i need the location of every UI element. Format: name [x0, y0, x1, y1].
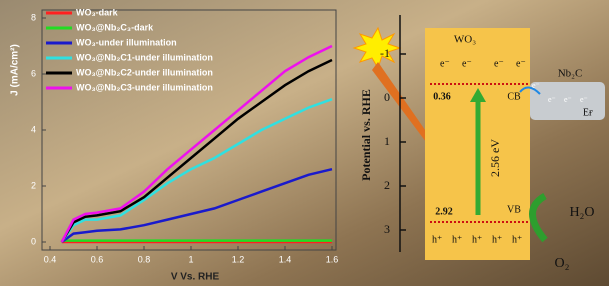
product-label: O₂	[555, 256, 570, 271]
potential-tick-label: 1	[384, 134, 390, 148]
vb-potential: 2.92	[435, 206, 453, 217]
x-tick-label: 1.2	[232, 254, 245, 264]
legend-label: WO₃@Nb₂C1-under illumination	[76, 52, 213, 62]
hole: h⁺	[452, 234, 462, 245]
electron: e⁻	[532, 81, 540, 90]
hole: h⁺	[492, 234, 502, 245]
potential-tick-label: 2	[384, 178, 390, 192]
electron: e⁻	[440, 58, 450, 69]
x-tick-label: 1.6	[326, 254, 339, 264]
electron: e⁻	[548, 95, 556, 104]
potential-tick-label: 3	[384, 222, 390, 236]
x-tick-label: 1.4	[279, 254, 292, 264]
potential-tick-label: -1	[380, 46, 390, 60]
y-tick-label: 0	[31, 236, 36, 246]
potential-tick-label: 0	[384, 90, 390, 104]
legend-label: WO₃@Nb₂C2-under illumination	[76, 67, 213, 77]
y-axis-label: J (mA/cm²)	[10, 44, 21, 96]
legend-label: WO₃-under illumination	[76, 37, 177, 47]
cb-label: CB	[507, 91, 521, 102]
graphical-abstract: J (mA/cm²) V Vs. RHE Potential vs. RHE W…	[0, 0, 609, 286]
hole: h⁺	[432, 234, 442, 245]
x-tick-label: 0.6	[91, 254, 104, 264]
electron: e⁻	[580, 95, 588, 104]
x-axis-label: V Vs. RHE	[171, 272, 220, 283]
wo3-label: WO₃	[454, 34, 476, 46]
potential-axis-title: Potential vs. RHE	[359, 89, 373, 181]
page: J (mA/cm²) V Vs. RHE Potential vs. RHE W…	[0, 0, 609, 291]
y-tick-label: 8	[31, 12, 36, 22]
electron: e⁻	[516, 58, 526, 69]
sun-icon	[354, 28, 400, 68]
legend-label: WO₃-dark	[76, 7, 119, 17]
vb-label: VB	[507, 204, 521, 215]
x-tick-label: 0.4	[44, 254, 57, 264]
electron: e⁻	[462, 58, 472, 69]
legend-label: WO₃@Nb₂C3-under illumination	[76, 82, 213, 92]
electron: e⁻	[494, 58, 504, 69]
legend-label: WO₃@Nb₂C₃-dark	[76, 22, 154, 32]
x-tick-label: 0.8	[138, 254, 151, 264]
y-tick-label: 4	[31, 124, 36, 134]
hole: h⁺	[472, 234, 482, 245]
hole: h⁺	[512, 234, 522, 245]
cb-potential: 0.36	[433, 91, 451, 102]
nb2c-label: Nb₂C	[558, 68, 583, 80]
y-tick-label: 2	[31, 180, 36, 190]
electron: e⁻	[564, 95, 572, 104]
y-tick-label: 6	[31, 68, 36, 78]
fermi-label: Eғ	[583, 107, 593, 118]
x-tick-label: 1	[188, 254, 193, 264]
reactant-label: H₂O	[569, 205, 594, 220]
band-gap-label: 2.56 eV	[488, 139, 502, 177]
